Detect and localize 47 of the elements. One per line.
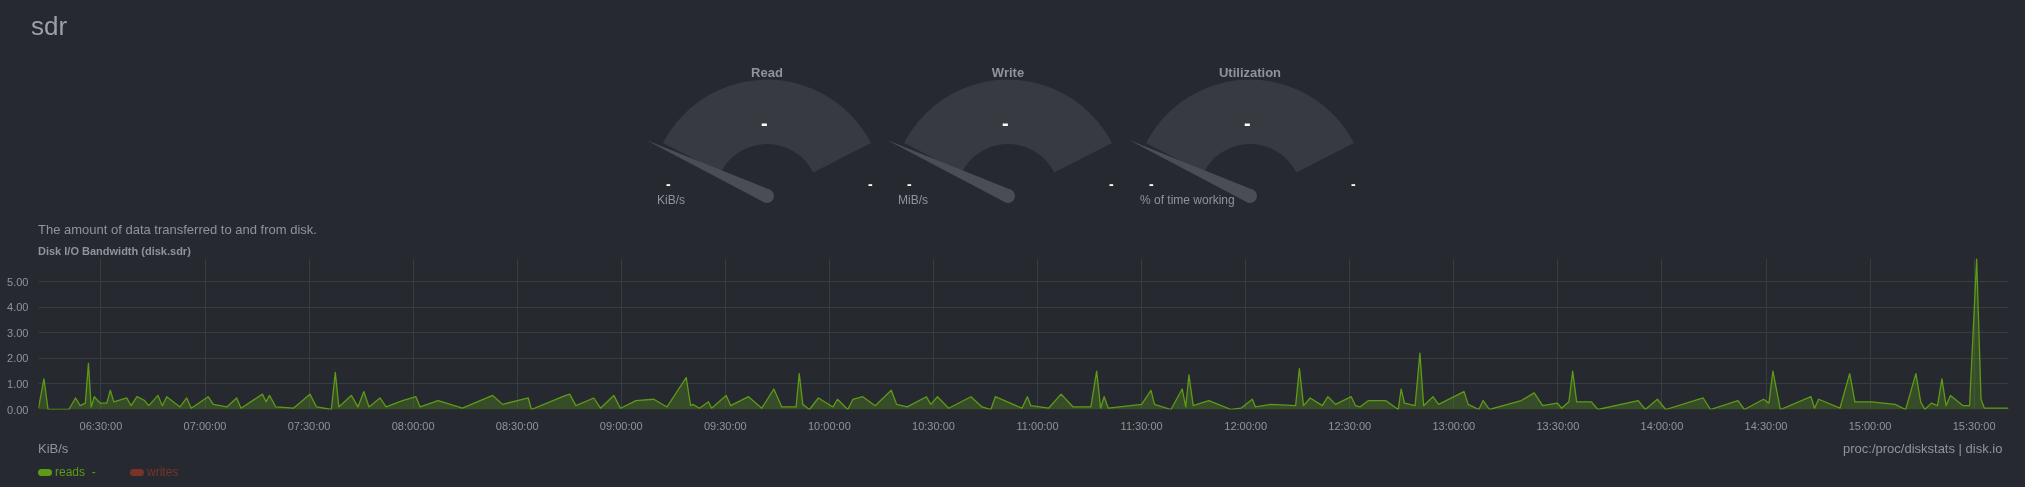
x-tick-label: 09:00:00 — [599, 419, 643, 432]
x-tick-label: 08:30:00 — [495, 419, 539, 432]
x-tick-label: 14:30:00 — [1744, 419, 1788, 432]
x-tick-label: 08:00:00 — [391, 419, 435, 432]
x-tick-label: 09:30:00 — [703, 419, 747, 432]
y-tick-label: 5.00 — [7, 275, 29, 288]
x-tick-label: 15:00:00 — [1848, 419, 1892, 432]
x-tick-label: 07:00:00 — [183, 419, 227, 432]
text: MiB/s — [898, 192, 928, 209]
text: - — [666, 175, 671, 194]
text: - — [1244, 111, 1251, 136]
text: KiB/s — [657, 192, 686, 209]
text: - — [1109, 175, 1114, 194]
chart-title: Disk I/O Bandwidth (disk.sdr) — [38, 244, 191, 259]
text: proc:/proc/diskstats | disk.io — [1843, 440, 2003, 458]
text: - — [1351, 175, 1356, 194]
x-tick-label: 13:00:00 — [1432, 419, 1476, 432]
text: - — [1002, 111, 1009, 136]
x-tick-label: 10:30:00 — [912, 419, 955, 432]
x-tick-label: 12:00:00 — [1224, 419, 1268, 432]
x-tick-label: 10:00:00 — [808, 419, 851, 432]
text: - — [761, 111, 768, 136]
text: KiB/s — [38, 440, 69, 458]
text: Write — [990, 64, 1026, 82]
y-tick-label: 1.00 — [7, 377, 29, 390]
text: reads - — [55, 465, 96, 479]
text: - — [868, 175, 873, 194]
x-tick-label: 14:00:00 — [1640, 419, 1684, 432]
x-tick-label: 12:30:00 — [1328, 419, 1372, 432]
y-tick-label: 0.00 — [7, 403, 29, 416]
text: % of time working — [1140, 192, 1235, 209]
y-tick-label: 3.00 — [7, 326, 29, 339]
text: Read — [750, 64, 784, 82]
text: sdr — [31, 10, 68, 43]
x-tick-label: 13:30:00 — [1536, 419, 1580, 432]
y-tick-label: 2.00 — [7, 352, 29, 365]
x-tick-label: 07:30:00 — [287, 419, 331, 432]
chart-subtitle: The amount of data transferred to and from disk. — [38, 221, 317, 239]
text: - — [907, 175, 912, 194]
x-tick-label: 11:30:00 — [1120, 419, 1163, 432]
x-tick-label: 11:00:00 — [1016, 419, 1059, 432]
y-tick-label: 4.00 — [7, 301, 29, 314]
x-tick-label: 06:30:00 — [79, 419, 123, 432]
text: - — [1149, 175, 1154, 194]
text: Utilization — [1217, 64, 1283, 82]
legend-label: writes — [146, 464, 179, 481]
x-tick-label: 15:30:00 — [1952, 419, 1996, 432]
